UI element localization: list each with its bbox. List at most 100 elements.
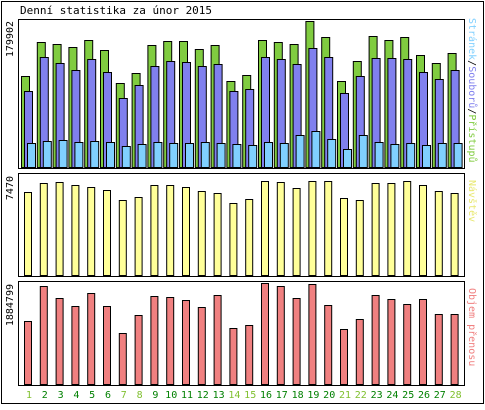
bar-návštěv-day-10	[166, 185, 175, 276]
day-label-19: 19	[307, 390, 319, 401]
bar-objem-přenosu-day-14	[229, 328, 238, 385]
bar-objem-přenosu-day-28	[450, 314, 459, 385]
bar-návštěv-day-8	[134, 197, 143, 276]
bar-objem-přenosu-day-16	[261, 283, 269, 385]
bar-stránek-day-4	[74, 142, 84, 168]
day-label-22: 22	[355, 390, 367, 401]
bar-návštěv-day-20	[324, 181, 333, 276]
bar-stránek-day-2	[42, 141, 52, 168]
bar-objem-přenosu-day-9	[150, 296, 159, 385]
bar-objem-přenosu-day-17	[276, 286, 285, 385]
bar-návštěv-day-19	[308, 181, 317, 276]
bar-stránek-day-20	[327, 139, 337, 168]
bar-stránek-day-27	[437, 143, 447, 168]
bar-objem-přenosu-day-13	[213, 295, 222, 385]
bar-objem-přenosu-day-22	[355, 319, 364, 385]
bar-stránek-day-3	[58, 140, 68, 168]
bar-objem-přenosu-day-10	[166, 297, 175, 385]
bar-objem-přenosu-day-12	[197, 307, 206, 385]
day-label-16: 16	[260, 390, 272, 401]
bar-návštěv-day-17	[276, 182, 285, 276]
bar-návštěv-day-5	[87, 187, 96, 276]
visits-panel: 7470 Návštěv	[5, 173, 478, 277]
day-label-28: 28	[450, 390, 462, 401]
day-label-13: 13	[213, 390, 225, 401]
day-label-7: 7	[121, 390, 127, 401]
bar-objem-přenosu-day-20	[324, 305, 333, 385]
volume-ylabel: Objem přenosu	[466, 288, 478, 366]
bar-objem-přenosu-day-25	[403, 304, 412, 385]
bar-návštěv-day-2	[39, 183, 48, 276]
bar-návštěv-day-12	[197, 191, 206, 276]
bar-návštěv-day-28	[450, 193, 459, 276]
day-label-25: 25	[402, 390, 414, 401]
bar-objem-přenosu-day-26	[419, 299, 427, 385]
bar-stránek-day-5	[90, 141, 100, 168]
bar-objem-přenosu-day-18	[292, 298, 301, 385]
bar-návštěv-day-22	[355, 200, 364, 276]
volume-panel-frame	[18, 281, 465, 386]
bar-objem-přenosu-day-27	[434, 314, 443, 385]
bar-návštěv-day-25	[403, 181, 412, 276]
bar-stránek-day-15	[248, 145, 258, 168]
bar-stránek-day-9	[153, 142, 163, 168]
chart-title: Denní statistika za únor 2015	[20, 4, 212, 17]
volume-panel: 1884799 Objem přenosu	[5, 281, 478, 386]
bar-stránek-day-1	[27, 143, 36, 168]
bar-stránek-day-12	[200, 142, 210, 168]
access-ylabel: Stránek/Souborů/Přístupů	[466, 18, 478, 163]
access-panel-frame	[18, 19, 465, 169]
access-panel: 179902 Stránek/Souborů/Přístupů	[5, 18, 478, 169]
bar-stránek-day-7	[121, 146, 131, 168]
day-label-17: 17	[276, 390, 288, 401]
bar-objem-přenosu-day-5	[87, 293, 96, 385]
bar-objem-přenosu-day-21	[340, 329, 348, 385]
bar-stránek-day-28	[453, 143, 463, 168]
day-label-10: 10	[165, 390, 177, 401]
bar-objem-přenosu-day-1	[24, 321, 32, 385]
day-label-26: 26	[418, 390, 430, 401]
day-label-23: 23	[371, 390, 383, 401]
bar-návštěv-day-23	[371, 183, 380, 276]
bar-návštěv-day-6	[103, 190, 111, 276]
day-label-14: 14	[228, 390, 240, 401]
day-label-4: 4	[73, 390, 79, 401]
bar-objem-přenosu-day-4	[71, 306, 80, 385]
day-label-18: 18	[292, 390, 304, 401]
access-ylabel-pages: Stránek	[466, 18, 478, 60]
bar-návštěv-day-26	[419, 185, 427, 276]
bar-objem-přenosu-day-2	[39, 286, 48, 385]
bar-objem-přenosu-day-11	[182, 300, 190, 385]
bar-návštěv-day-9	[150, 185, 159, 276]
bar-stránek-day-13	[216, 143, 226, 168]
bar-objem-přenosu-day-19	[308, 284, 317, 385]
bar-návštěv-day-13	[213, 193, 222, 276]
bar-návštěv-day-16	[261, 181, 269, 276]
bar-stránek-day-25	[406, 143, 416, 168]
bar-objem-přenosu-day-23	[371, 295, 380, 385]
bar-stránek-day-8	[137, 144, 147, 168]
access-ymax-label: 179902	[5, 21, 16, 57]
visits-panel-frame	[18, 173, 465, 277]
bar-stránek-day-19	[311, 131, 321, 168]
bar-objem-přenosu-day-3	[55, 298, 64, 385]
day-label-6: 6	[105, 390, 111, 401]
bar-návštěv-day-7	[118, 200, 127, 276]
bar-objem-přenosu-day-24	[387, 299, 396, 385]
bar-návštěv-day-1	[24, 192, 32, 276]
bar-objem-přenosu-day-6	[103, 306, 111, 385]
day-label-5: 5	[89, 390, 95, 401]
day-label-12: 12	[197, 390, 209, 401]
bar-stránek-day-14	[232, 144, 242, 168]
volume-bars	[24, 283, 459, 385]
access-ylabel-hits: Přístupů	[466, 114, 478, 162]
bar-návštěv-day-18	[292, 188, 301, 276]
bar-objem-přenosu-day-8	[134, 315, 143, 385]
day-axis-labels: 1 2 3 4 5 6 7 8 9 10 11 12 13 14 15 16 17 18 19 20 21 22 23 24 2…	[26, 390, 462, 401]
visits-bars	[24, 181, 459, 276]
bar-stránek-day-22	[358, 135, 368, 168]
day-label-24: 24	[386, 390, 398, 401]
bar-návštěv-day-3	[55, 182, 64, 276]
access-ylabel-sep1: /	[466, 60, 477, 66]
